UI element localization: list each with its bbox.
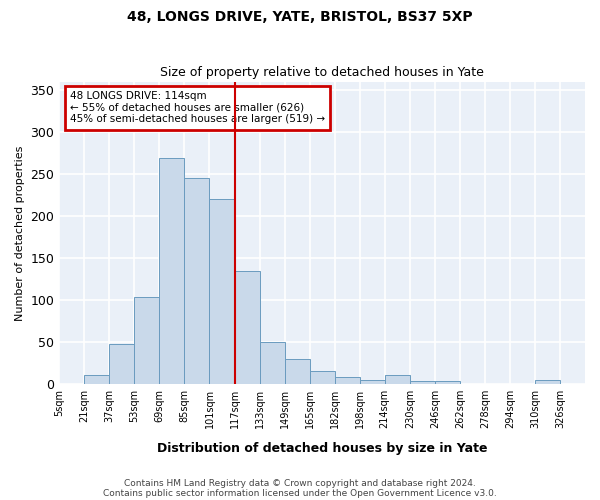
Bar <box>310 372 335 384</box>
Bar <box>209 200 235 384</box>
Bar <box>410 380 435 384</box>
Text: 48 LONGS DRIVE: 114sqm
← 55% of detached houses are smaller (626)
45% of semi-de: 48 LONGS DRIVE: 114sqm ← 55% of detached… <box>70 91 325 124</box>
Text: Contains HM Land Registry data © Crown copyright and database right 2024.: Contains HM Land Registry data © Crown c… <box>124 478 476 488</box>
Bar <box>359 380 385 384</box>
Bar <box>535 380 560 384</box>
Text: 48, LONGS DRIVE, YATE, BRISTOL, BS37 5XP: 48, LONGS DRIVE, YATE, BRISTOL, BS37 5XP <box>127 10 473 24</box>
Bar <box>184 178 209 384</box>
Bar <box>260 342 284 384</box>
Bar <box>85 376 109 384</box>
Bar <box>435 380 460 384</box>
Bar <box>385 376 410 384</box>
Y-axis label: Number of detached properties: Number of detached properties <box>15 146 25 320</box>
Bar <box>109 344 134 384</box>
Bar <box>134 296 160 384</box>
Bar <box>235 270 260 384</box>
Bar <box>160 158 184 384</box>
Bar <box>335 377 359 384</box>
X-axis label: Distribution of detached houses by size in Yate: Distribution of detached houses by size … <box>157 442 487 455</box>
Text: Contains public sector information licensed under the Open Government Licence v3: Contains public sector information licen… <box>103 488 497 498</box>
Title: Size of property relative to detached houses in Yate: Size of property relative to detached ho… <box>160 66 484 80</box>
Bar <box>284 358 310 384</box>
